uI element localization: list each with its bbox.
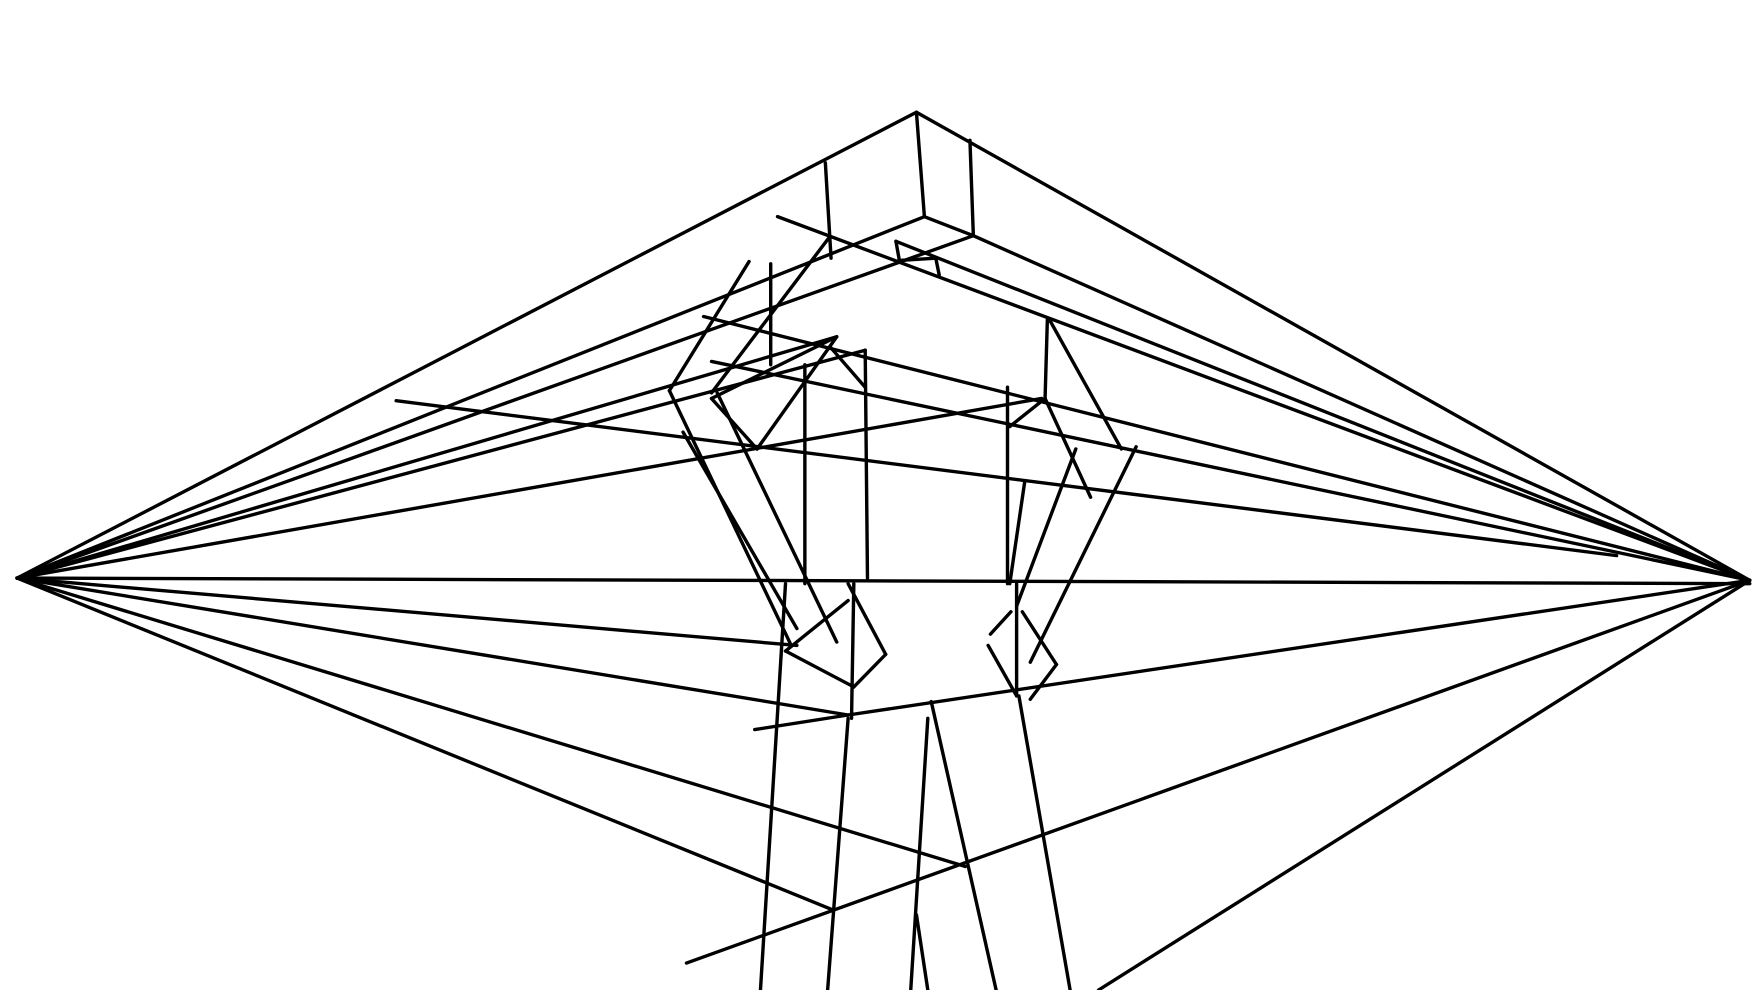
construction-lines xyxy=(15,110,1752,990)
right-figure xyxy=(986,318,1138,990)
left-figure xyxy=(667,236,998,990)
